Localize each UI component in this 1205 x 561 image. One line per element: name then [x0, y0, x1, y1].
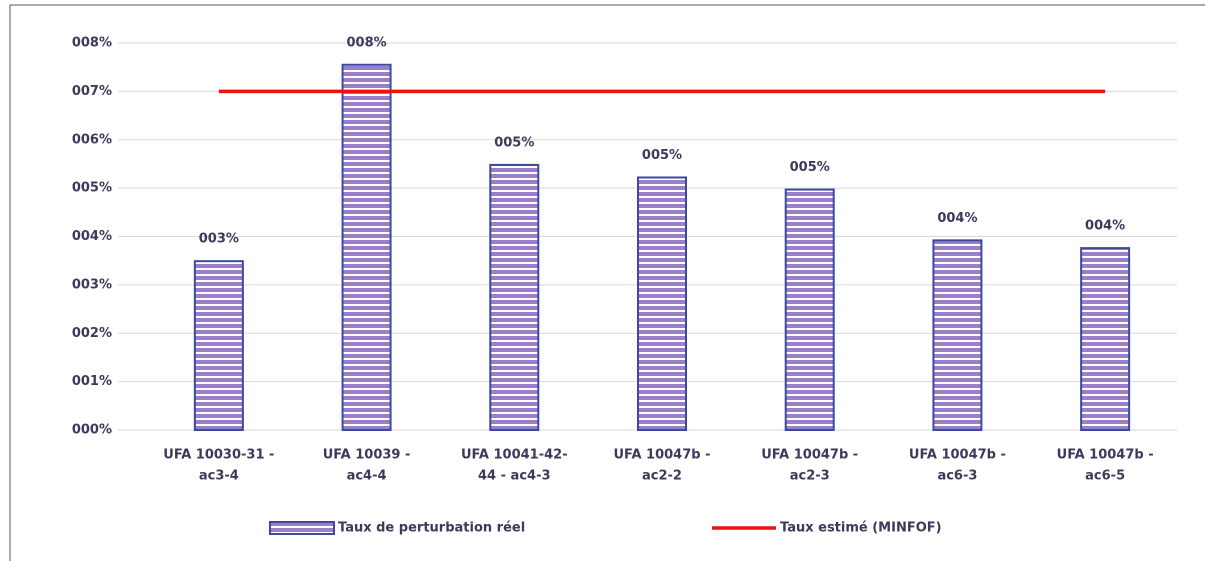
data-label: 005% — [790, 160, 830, 175]
y-tick-label: 006% — [72, 132, 112, 147]
y-tick-label: 005% — [72, 181, 112, 196]
x-tick-label: ac6-3 — [937, 469, 977, 484]
y-tick-label: 000% — [72, 423, 112, 438]
x-tick-label: UFA 10047b - — [761, 448, 858, 463]
bar — [193, 260, 244, 432]
x-tick-label: UFA 10047b - — [614, 448, 711, 463]
data-label: 005% — [494, 135, 534, 150]
x-tick-label: ac2-3 — [790, 469, 830, 484]
x-tick-label: UFA 10030-31 - — [163, 448, 274, 463]
y-tick-label: 002% — [72, 326, 112, 341]
x-tick-label: ac4-4 — [347, 469, 387, 484]
data-label: 008% — [346, 35, 386, 50]
x-tick-label: UFA 10039 - — [323, 448, 411, 463]
x-tick-label: ac3-4 — [199, 469, 239, 484]
y-tick-label: 008% — [72, 36, 112, 51]
legend-label: Taux de perturbation réel — [338, 521, 525, 536]
x-tick-label: 44 - ac4-3 — [478, 469, 551, 484]
frame — [9, 4, 1205, 561]
x-tick-label: ac2-2 — [642, 469, 682, 484]
bar — [1080, 247, 1131, 431]
x-tick-label: ac6-5 — [1085, 469, 1125, 484]
data-label: 004% — [1085, 219, 1125, 234]
bar — [784, 188, 835, 431]
bar — [932, 239, 983, 431]
x-tick-label: UFA 10041-42- — [461, 448, 568, 463]
bar — [489, 163, 540, 431]
y-tick-label: 007% — [72, 84, 112, 99]
x-tick-label: UFA 10047b - — [909, 448, 1006, 463]
legend-swatch — [269, 521, 335, 535]
data-label: 005% — [642, 148, 682, 163]
data-label: 003% — [199, 232, 239, 247]
data-label: 004% — [937, 211, 977, 226]
legend-label: Taux estimé (MINFOF) — [780, 521, 942, 536]
x-tick-label: UFA 10047b - — [1057, 448, 1154, 463]
y-tick-label: 001% — [72, 374, 112, 389]
y-tick-label: 004% — [72, 229, 112, 244]
bar — [341, 63, 392, 432]
y-tick-label: 003% — [72, 277, 112, 292]
bar — [637, 176, 687, 431]
